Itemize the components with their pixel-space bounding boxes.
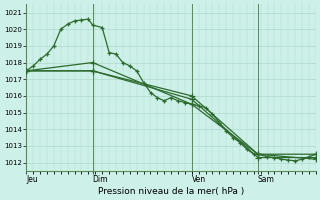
X-axis label: Pression niveau de la mer( hPa ): Pression niveau de la mer( hPa ) — [98, 187, 244, 196]
